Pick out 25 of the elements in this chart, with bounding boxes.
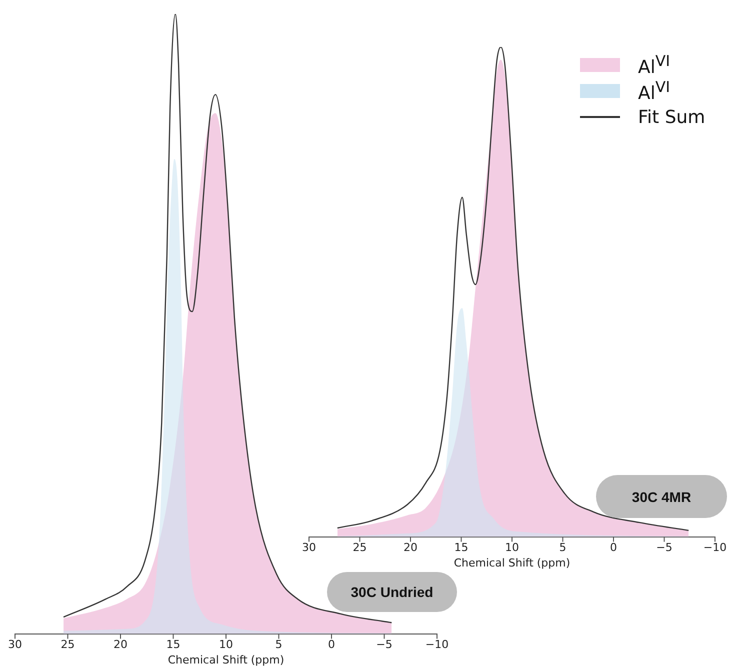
x-tick-label: 10: [505, 541, 519, 554]
x-tick-label: 15: [166, 638, 180, 652]
legend-label: Fit Sum: [638, 106, 706, 128]
rounded-label: 30C Undried: [327, 572, 457, 612]
x-tick-label: 15: [454, 541, 468, 554]
x-tick-label: 0: [610, 541, 617, 554]
x-axis-title: Chemical Shift (ppm): [168, 653, 284, 666]
x-tick-label: 5: [559, 541, 566, 554]
x-tick-label: 5: [275, 638, 282, 652]
x-tick-label: −5: [656, 541, 672, 554]
x-tick-label: 25: [352, 541, 367, 554]
legend-label: Al$^{VI}$: [638, 78, 670, 104]
x-tick-label: −10: [703, 541, 727, 554]
x-tick-label: 30: [8, 638, 22, 652]
x-axis-title: Chemical Shift (ppm): [454, 556, 570, 570]
x-tick-label: 30: [302, 541, 316, 554]
x-tick-label: −10: [425, 638, 449, 652]
x-tick-label: −5: [376, 638, 392, 652]
x-tick-label: 20: [404, 541, 418, 554]
legend-label: Al$^{VI}$: [638, 52, 670, 78]
x-tick-label: 20: [114, 638, 128, 652]
x-tick-label: 25: [60, 638, 75, 652]
x-tick-label: 0: [328, 638, 335, 652]
x-tick-label: 10: [219, 638, 233, 652]
rounded-label: 30C 4MR: [596, 475, 727, 518]
